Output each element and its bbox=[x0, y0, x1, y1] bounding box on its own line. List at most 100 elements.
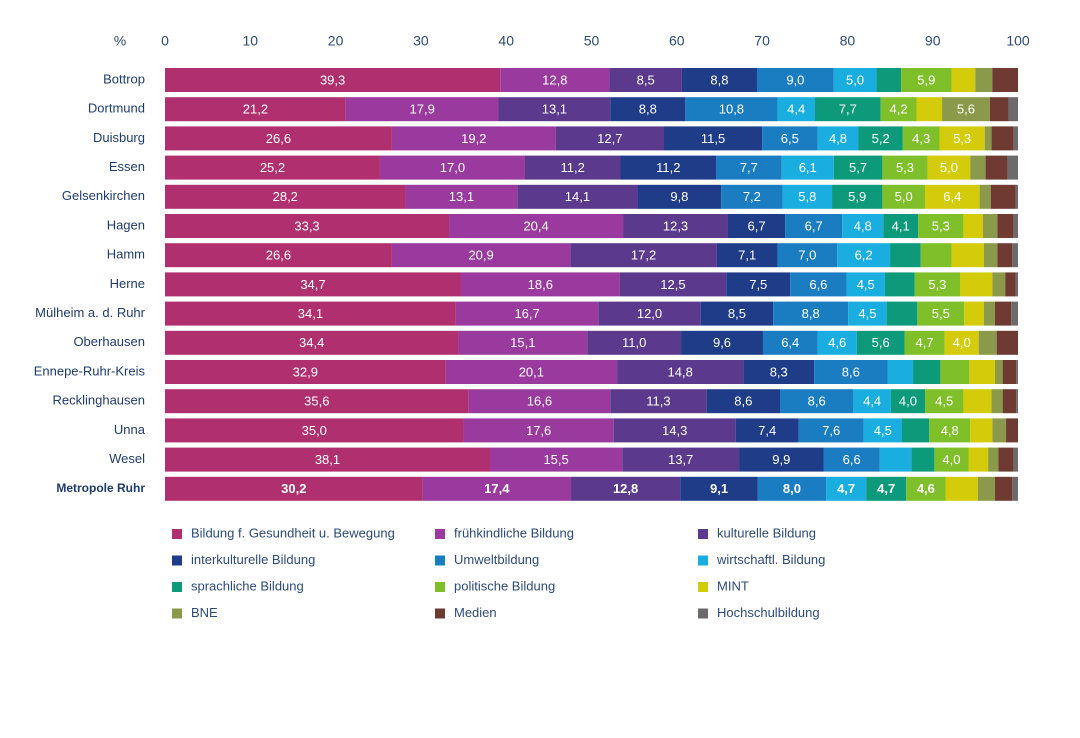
bar-segment bbox=[983, 301, 995, 326]
value-label: 10,8 bbox=[719, 102, 744, 117]
value-label: 4,4 bbox=[787, 102, 805, 117]
bar-segment bbox=[984, 126, 992, 151]
value-label: 7,7 bbox=[740, 160, 758, 175]
bar-segment bbox=[991, 126, 1014, 151]
bar-segment bbox=[781, 155, 834, 180]
bar-segment bbox=[165, 184, 406, 209]
legend-swatch bbox=[172, 555, 182, 566]
bar-segment bbox=[970, 418, 993, 443]
value-label: 6,1 bbox=[799, 160, 817, 175]
legend-label: Bildung f. Gesundheit u. Bewegung bbox=[191, 525, 395, 540]
bar-segment bbox=[968, 447, 989, 472]
bar-segment bbox=[942, 97, 990, 122]
bar-segment bbox=[598, 301, 701, 326]
value-label: 21,2 bbox=[243, 102, 268, 117]
bar-segment bbox=[863, 418, 902, 443]
bar-segment bbox=[916, 97, 943, 122]
bar-segment bbox=[664, 126, 763, 151]
bar-segment bbox=[992, 272, 1006, 297]
bar-segment bbox=[1006, 418, 1018, 443]
bar-segment bbox=[817, 126, 859, 151]
value-label: 4,4 bbox=[863, 394, 881, 409]
value-label: 13,1 bbox=[542, 102, 567, 117]
bar-segment bbox=[866, 476, 907, 501]
value-label: 5,3 bbox=[953, 131, 971, 146]
category-label: Recklinghausen bbox=[52, 393, 145, 408]
value-label: 5,6 bbox=[872, 335, 890, 350]
bar-segment bbox=[777, 243, 838, 268]
bar-segment bbox=[994, 301, 1012, 326]
bar-segment bbox=[619, 272, 727, 297]
bar-segment bbox=[833, 155, 883, 180]
bar-segment bbox=[762, 126, 818, 151]
bar-segment bbox=[814, 97, 881, 122]
bar-segment bbox=[964, 301, 984, 326]
bar-segment bbox=[902, 126, 940, 151]
value-label: 9,1 bbox=[710, 481, 728, 496]
bar-segment bbox=[911, 447, 935, 472]
value-label: 5,2 bbox=[872, 131, 890, 146]
bar-segment bbox=[994, 476, 1013, 501]
bar-segment bbox=[489, 447, 623, 472]
bar-segment bbox=[1013, 214, 1018, 238]
value-label: 5,8 bbox=[798, 189, 816, 204]
bar-segment bbox=[757, 476, 827, 501]
bar-segment bbox=[681, 330, 763, 355]
value-label: 6,5 bbox=[781, 131, 799, 146]
legend-label: kulturelle Bildung bbox=[717, 525, 816, 540]
x-tick-label: 100 bbox=[1006, 33, 1030, 49]
value-label: 4,5 bbox=[858, 306, 876, 321]
value-label: 5,3 bbox=[928, 277, 946, 292]
category-label: Essen bbox=[109, 159, 145, 174]
bar-segment bbox=[613, 418, 736, 443]
bar-segment bbox=[929, 418, 971, 443]
legend-label: frühkindliche Bildung bbox=[454, 525, 574, 540]
value-label: 34,7 bbox=[300, 277, 325, 292]
bar-segment bbox=[782, 184, 833, 209]
legend-label: wirtschaftl. Bildung bbox=[716, 552, 825, 567]
bar-segment bbox=[773, 301, 849, 326]
value-label: 19,2 bbox=[461, 131, 486, 146]
value-label: 34,4 bbox=[299, 335, 324, 350]
bar-segment bbox=[422, 476, 572, 501]
value-label: 20,4 bbox=[523, 218, 548, 233]
bar-segment bbox=[391, 126, 556, 151]
value-label: 11,2 bbox=[656, 160, 680, 175]
bar-segment bbox=[848, 301, 887, 326]
bar-segment bbox=[959, 272, 993, 297]
bar-segment bbox=[790, 272, 847, 297]
value-label: 4,1 bbox=[892, 218, 910, 233]
bar-segment bbox=[884, 272, 915, 297]
value-label: 7,0 bbox=[798, 248, 816, 263]
bar-segment bbox=[685, 97, 778, 122]
value-label: 8,8 bbox=[710, 72, 728, 87]
bar-segment bbox=[876, 68, 902, 92]
bar-segment bbox=[890, 389, 926, 414]
value-label: 17,0 bbox=[440, 160, 465, 175]
bar-segment bbox=[939, 126, 985, 151]
bar-segment bbox=[798, 418, 864, 443]
bar-segment bbox=[735, 418, 799, 443]
value-label: 4,2 bbox=[890, 102, 908, 117]
bar-segment bbox=[637, 184, 722, 209]
value-label: 11,5 bbox=[701, 131, 725, 146]
value-label: 15,1 bbox=[510, 335, 535, 350]
legend-swatch bbox=[435, 608, 445, 619]
bar-segment bbox=[917, 301, 965, 326]
bar-segment bbox=[994, 360, 1003, 384]
bar-segment bbox=[405, 184, 518, 209]
bar-segment bbox=[882, 155, 928, 180]
value-label: 14,1 bbox=[565, 189, 590, 204]
value-label: 16,6 bbox=[527, 394, 552, 409]
value-label: 16,7 bbox=[514, 306, 539, 321]
legend-label: sprachliche Bildung bbox=[191, 578, 304, 593]
bar-segment bbox=[785, 214, 843, 238]
bar-segment bbox=[1002, 360, 1017, 384]
bar-segment bbox=[963, 214, 984, 238]
value-label: 17,9 bbox=[410, 102, 435, 117]
bar-segment bbox=[823, 447, 880, 472]
value-label: 4,8 bbox=[829, 131, 847, 146]
value-label: 5,0 bbox=[895, 189, 913, 204]
bar-segment bbox=[165, 447, 490, 472]
x-tick-label: 10 bbox=[243, 33, 259, 49]
